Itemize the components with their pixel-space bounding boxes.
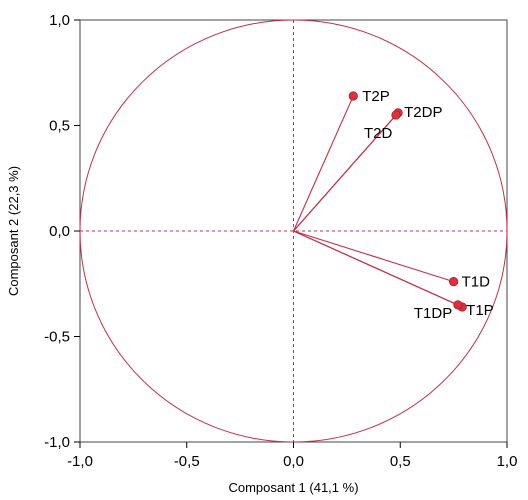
point-label-t2p: T2P (362, 88, 390, 105)
vector-t2p (292, 95, 354, 232)
x-tick-label: 0,0 (283, 453, 304, 470)
x-tick-label: -1,0 (67, 453, 93, 470)
point-t2p (348, 91, 358, 101)
point-label-t2dp: T2DP (404, 104, 442, 121)
point-label-t1p: T1P (466, 302, 494, 319)
point-label-t1d: T1D (462, 274, 491, 291)
vector-t1dp (293, 230, 459, 306)
points-layer (348, 91, 467, 312)
x-tick-label: 0,5 (390, 453, 411, 470)
y-tick-label: 1,0 (49, 12, 70, 29)
y-tick-label: 0,0 (49, 223, 70, 240)
x-axis-ticks: -1,0 -0,5 0,0 0,5 1,0 (67, 442, 517, 470)
vectors-layer (292, 95, 463, 308)
y-axis-ticks: 1,0 0,5 0,0 -0,5 -1,0 (44, 12, 80, 451)
point-t1d (449, 277, 459, 287)
y-tick-label: -1,0 (44, 434, 70, 451)
x-axis-title: Composant 1 (41,1 %) (228, 480, 358, 495)
y-axis-title: Composant 2 (22,3 %) (6, 166, 21, 296)
point-t1dp (453, 300, 463, 310)
point-label-t1dp: T1DP (414, 305, 452, 322)
point-t2d (391, 110, 401, 120)
x-tick-label: 1,0 (497, 453, 518, 470)
y-tick-label: 0,5 (49, 118, 70, 135)
point-labels-layer: T2P T2DP T2D T1D T1P T1DP (362, 88, 493, 322)
point-label-t2d: T2D (364, 125, 393, 142)
vector-t2d (293, 114, 397, 232)
y-tick-label: -0,5 (44, 329, 70, 346)
x-tick-label: -0,5 (174, 453, 200, 470)
vector-t1d (293, 230, 454, 283)
